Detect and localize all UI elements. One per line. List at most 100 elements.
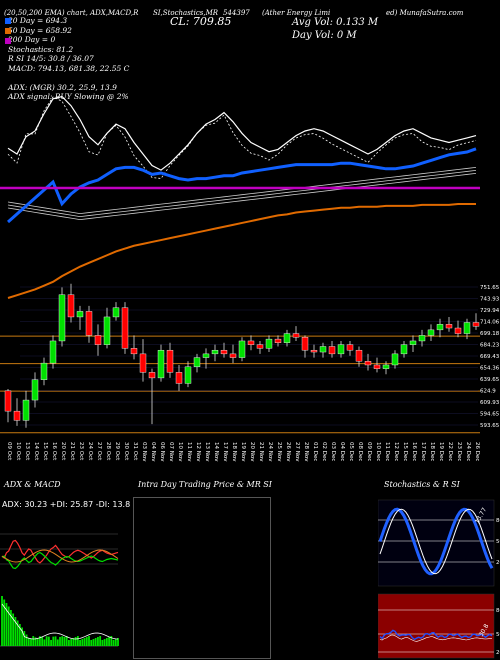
candle-body-28: [256, 344, 264, 349]
x-tick-label-8: 23 Oct: [78, 442, 84, 461]
x-tick-label-32: 27 Nov: [294, 442, 300, 462]
macd-bar-46: [103, 639, 106, 646]
macd-bar-21: [47, 636, 50, 646]
macd-bar-34: [76, 636, 79, 646]
macd-bar-6: [14, 617, 17, 646]
stock-code: 544397: [223, 9, 250, 17]
company-name: (Ather Energy Limi: [262, 9, 331, 17]
macd-bar-41: [92, 639, 95, 646]
candle-body-20: [184, 366, 192, 384]
x-tick-label-13: 30 Oct: [123, 442, 129, 461]
macd-bar-19: [43, 639, 46, 646]
chart-title-left: (20,50,200 EMA) chart, ADX,MACD,R: [4, 9, 139, 17]
x-tick-label-42: 11 Dec: [384, 442, 390, 461]
x-tick-label-20: 11 Nov: [186, 442, 192, 462]
macd-bar-43: [97, 637, 99, 646]
ema50-line: [7, 202, 477, 299]
candle-body-21: [193, 357, 201, 368]
candle-body-18: [166, 349, 174, 373]
price-tick-7: 654.36: [480, 366, 500, 372]
info-ema50: 50 Day = 658.92: [8, 25, 72, 35]
macd-bar-32: [72, 638, 75, 646]
candle-body-13: [121, 307, 129, 349]
price-tick-12: 593.65: [480, 423, 500, 429]
candle-body-24: [220, 349, 228, 355]
info-block: 20 Day = 694.3 50 Day = 658.92 200 Day =…: [8, 16, 129, 102]
candle-body-14: [130, 348, 138, 355]
candle-body-39: [355, 349, 363, 362]
x-tick-label-23: 14 Nov: [213, 442, 219, 462]
stoch-d-line: [379, 508, 493, 575]
rsi-level-label-1: 50: [496, 632, 500, 638]
price-tick-11: 594.65: [480, 412, 500, 418]
x-tick-label-45: 16 Dec: [411, 442, 417, 461]
macd-bar-22: [50, 639, 52, 646]
price-tick-2: 729.94: [480, 308, 500, 314]
x-tick-label-1: 10 Oct: [15, 442, 21, 461]
x-tick-label-10: 27 Oct: [96, 442, 102, 461]
macd-bar-9: [21, 627, 23, 646]
macd-bar-50: [112, 640, 115, 646]
price-tick-5: 684.23: [480, 343, 500, 349]
candle-body-49: [445, 324, 453, 329]
x-tick-label-52: 26 Dec: [474, 442, 480, 461]
x-tick-label-15: 03 Nov: [141, 442, 147, 462]
stoch-panel-title: Stochastics & R SI: [384, 480, 460, 489]
site-name: ed) MunafaSutra.com: [386, 9, 464, 17]
price-tick-0: 751.65: [480, 285, 500, 291]
macd-bar-20: [45, 636, 48, 646]
macd-bar-25: [56, 639, 59, 646]
candle-body-7: [67, 294, 75, 318]
candle-body-51: [463, 322, 471, 334]
macd-bar-44: [99, 636, 102, 646]
candle-body-33: [301, 337, 309, 351]
candle-body-19: [175, 372, 183, 384]
x-tick-label-36: 03 Dec: [330, 442, 336, 461]
macd-bar-23: [52, 636, 55, 646]
candle-body-23: [211, 349, 219, 355]
macd-bar-17: [39, 636, 41, 646]
price-tick-3: 714.06: [480, 320, 500, 326]
price-tick-10: 609.93: [480, 400, 500, 406]
candle-body-6: [58, 294, 66, 342]
candle-body-16: [148, 372, 156, 379]
rsi-bg: [378, 593, 495, 659]
x-tick-label-29: 24 Nov: [267, 442, 273, 462]
intraday-panel-title: Intra Day Trading Price & MR SI: [138, 480, 272, 489]
x-tick-label-19: 10 Nov: [177, 442, 183, 462]
macd-bar-1: [3, 599, 6, 646]
x-tick-label-46: 17 Dec: [420, 442, 426, 461]
macd-bar-12: [27, 637, 30, 646]
adx-panel-title: ADX & MACD: [4, 480, 61, 489]
candle-body-25: [229, 353, 237, 358]
ema200-swatch: [5, 38, 11, 44]
candle-body-36: [328, 346, 336, 355]
candle-body-9: [85, 311, 93, 336]
x-tick-label-34: 01 Dec: [312, 442, 318, 461]
candle-body-10: [94, 335, 102, 345]
x-tick-label-31: 26 Nov: [285, 442, 291, 462]
ema20-line: [7, 147, 477, 224]
adx-macd-panel: [0, 494, 125, 660]
candle-body-32: [292, 333, 300, 338]
macd-bar-48: [108, 637, 110, 646]
x-tick-label-47: 18 Dec: [429, 442, 435, 461]
candle-body-8: [76, 311, 84, 318]
macd-bar-5: [12, 613, 15, 646]
ema20-swatch: [5, 18, 11, 24]
price-tick-8: 639.65: [480, 377, 500, 383]
candle-body-17: [157, 349, 165, 379]
candle-body-3: [31, 379, 39, 401]
price-tick-9: 624.9: [480, 389, 496, 395]
x-tick-label-22: 13 Nov: [204, 442, 210, 462]
macd-bar-4: [10, 610, 12, 646]
candle-body-0: [4, 390, 12, 412]
macd-bar-2: [5, 603, 8, 646]
rsi-line: [379, 629, 493, 641]
macd-bar-39: [88, 636, 90, 646]
macd-bar-38: [85, 637, 88, 646]
candle-body-46: [418, 335, 426, 342]
macd-bar-18: [41, 636, 44, 646]
price-tick-1: 743.93: [480, 297, 500, 303]
stoch-bg: [378, 499, 495, 587]
